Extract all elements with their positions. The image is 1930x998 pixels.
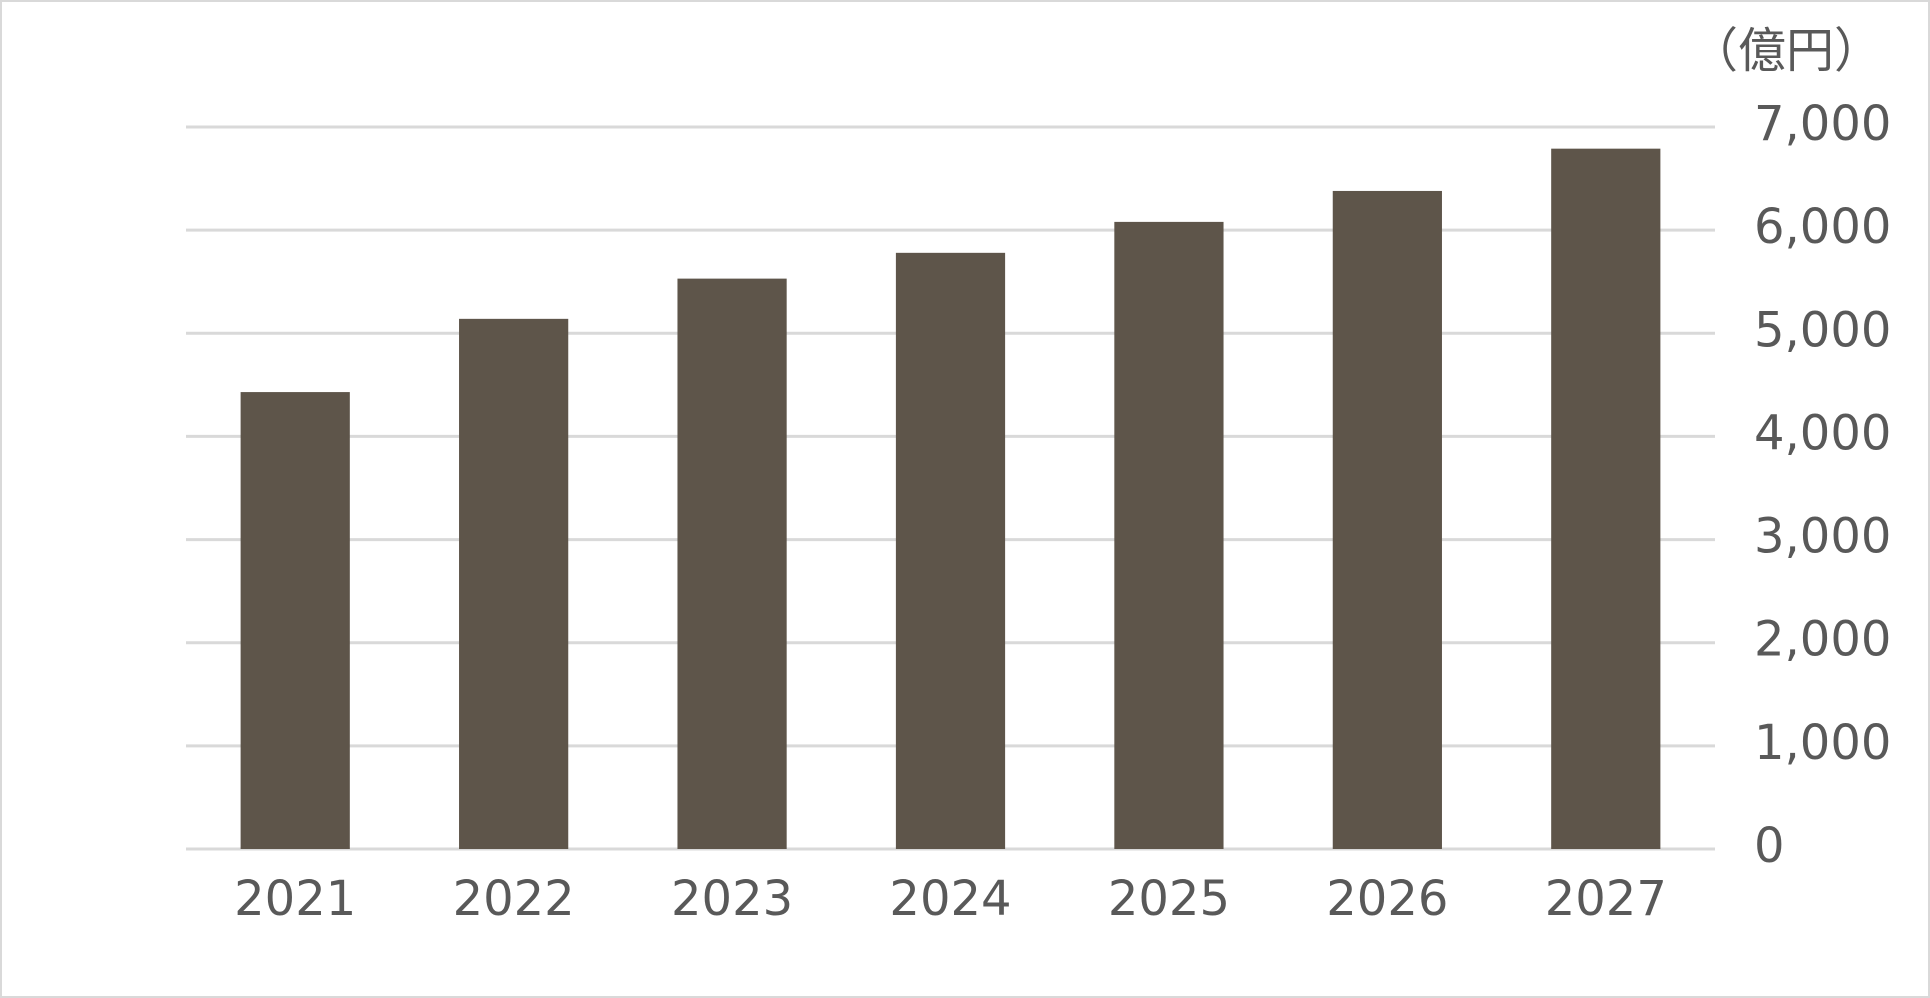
x-tick-label: 2026 <box>1326 871 1448 927</box>
y-tick-label: 3,000 <box>1754 509 1891 565</box>
bar <box>677 278 787 849</box>
y-tick-label: 6,000 <box>1754 199 1891 255</box>
y-tick-label: 1,000 <box>1754 715 1891 771</box>
bar <box>459 318 569 849</box>
bar <box>1332 190 1442 849</box>
x-tick-label: 2022 <box>453 871 575 927</box>
y-tick-label: 5,000 <box>1754 302 1891 358</box>
x-tick-label: 2025 <box>1108 871 1230 927</box>
y-tick-label: 2,000 <box>1754 612 1891 668</box>
bar <box>1551 148 1661 849</box>
unit-label: （億円） <box>1690 23 1882 79</box>
bar <box>895 252 1006 849</box>
bar <box>1114 221 1224 850</box>
y-tick-label: 4,000 <box>1754 405 1891 461</box>
x-tick-label: 2027 <box>1545 871 1667 927</box>
y-tick-label: 7,000 <box>1754 96 1891 152</box>
y-tick-label: 0 <box>1754 818 1785 874</box>
x-tick-label: 2021 <box>234 871 356 927</box>
x-tick-label: 2024 <box>889 871 1011 927</box>
bar <box>240 392 350 849</box>
x-tick-label: 2023 <box>671 871 793 927</box>
